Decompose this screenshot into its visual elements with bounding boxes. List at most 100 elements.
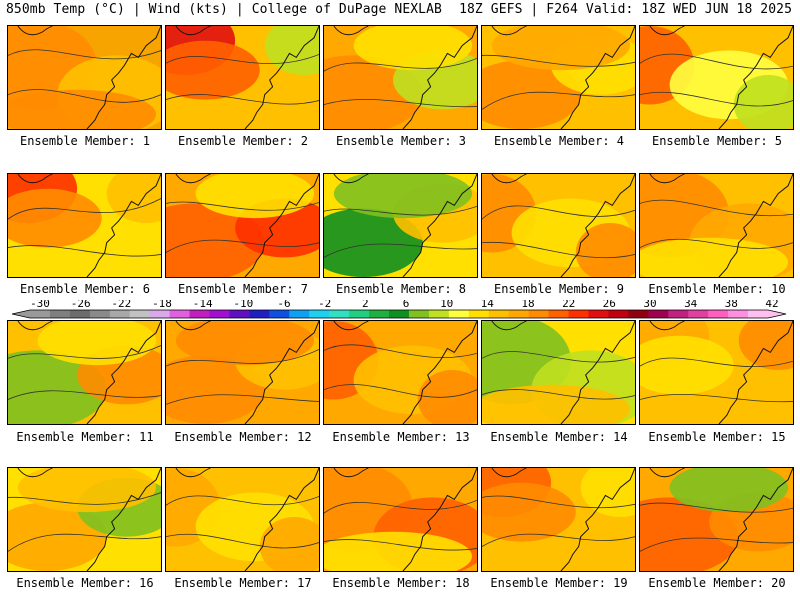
colorbar-tick-label: 34 [684,300,698,310]
coastline [244,321,319,424]
colorbar-max-arrow [768,310,786,318]
colorbar-swatch [668,310,689,318]
colorbar-swatch [588,310,609,318]
coastline [718,468,793,571]
ensemble-member-label: Ensemble Member: 8 [335,282,467,296]
temperature-shading [733,75,793,129]
ensemble-member-label: Ensemble Member: 20 [648,576,786,590]
colorbar-swatch [149,310,171,318]
height-contour [324,99,477,108]
temperature-shading [8,89,157,129]
colorbar-swatch [448,310,470,318]
height-contour [8,198,161,220]
coastline [402,468,477,571]
temperature-shading [575,223,635,277]
ensemble-member-map [481,173,636,278]
temperature-shading [106,174,161,224]
colorbar-swatch [289,310,310,318]
colorbar-swatch [488,310,510,318]
ensemble-member-label: Ensemble Member: 7 [177,282,309,296]
height-contour [8,89,161,103]
height-contour [166,239,319,253]
height-contour [482,533,635,547]
ensemble-member-label: Ensemble Member: 18 [332,576,470,590]
height-contour [482,205,635,220]
ensemble-member-label: Ensemble Member: 12 [174,430,312,444]
ensemble-member-label: Ensemble Member: 10 [648,282,786,296]
height-contour [640,53,793,70]
height-contour [166,533,319,549]
ensemble-member-map [323,173,478,278]
colorbar-swatch [748,310,769,318]
great-lakes-outline [17,26,53,36]
great-lakes-outline [175,321,211,331]
height-contour [324,500,477,514]
ensemble-member-map [165,25,320,130]
ensemble-member-label: Ensemble Member: 14 [490,430,628,444]
height-contour [166,495,319,506]
coastline [560,174,635,277]
ensemble-member-label: Ensemble Member: 4 [493,134,625,148]
great-lakes-outline [17,468,53,478]
colorbar-swatch [49,310,71,318]
ensemble-member-map [7,320,162,425]
coastline [86,321,161,424]
ensemble-member-map [7,25,162,130]
temperature-shading [37,321,157,366]
colorbar-swatch [309,310,330,318]
great-lakes-outline [491,468,527,478]
colorbar-tick-label: -18 [152,300,172,310]
height-contour [324,205,477,216]
ensemble-member-map [481,320,636,425]
colorbar-swatch [329,310,350,318]
height-contour [640,537,793,552]
colorbar-tick-label: 18 [521,300,534,310]
colorbar-tick-label: 38 [725,300,738,310]
temperature-shading [738,321,793,371]
colorbar-swatch [229,310,250,318]
ensemble-member-map [481,467,636,572]
ensemble-member-map [7,467,162,572]
ensemble-member-label: Ensemble Member: 5 [651,134,783,148]
colorbar-swatch [129,310,151,318]
height-contour [8,245,161,257]
colorbar-swatch [189,310,211,318]
ensemble-member-map [323,25,478,130]
height-contour [324,539,477,551]
ensemble-member-map [639,173,794,278]
great-lakes-outline [649,321,685,331]
height-contour [482,54,635,67]
great-lakes-outline [491,174,527,184]
colorbar-tick-label: -30 [30,300,50,310]
ensemble-member-map [165,173,320,278]
coastline [560,468,635,571]
colorbar-tick-label: -14 [193,300,213,310]
colorbar-swatch [369,310,390,318]
colorbar-tick-label: 42 [765,300,778,310]
colorbar-swatch [528,310,550,318]
colorbar-swatch [728,310,749,318]
height-contour [8,345,161,359]
height-contour [482,241,635,259]
height-contour [640,91,793,107]
height-contour [324,344,477,358]
great-lakes-outline [491,26,527,36]
colorbar-swatch [269,310,290,318]
ensemble-member-label: Ensemble Member: 1 [19,134,151,148]
colorbar-min-arrow [12,310,30,318]
great-lakes-outline [175,468,211,478]
height-contour [640,502,793,513]
colorbar-outline [11,309,787,319]
ensemble-member-label: Ensemble Member: 3 [335,134,467,148]
map-title: 850mb Temp (°C) | Wind (kts) | College o… [6,2,442,17]
temperature-shading [669,468,789,513]
coastline [718,26,793,129]
colorbar-tick-label: 10 [440,300,453,310]
temperature-shading [640,335,734,395]
temperature-shading [264,26,319,76]
ensemble-member-label: Ensemble Member: 2 [177,134,309,148]
coastline [402,321,477,424]
ensemble-member-label: Ensemble Member: 9 [493,282,625,296]
height-contour [166,54,319,64]
ensemble-member-map [7,173,162,278]
